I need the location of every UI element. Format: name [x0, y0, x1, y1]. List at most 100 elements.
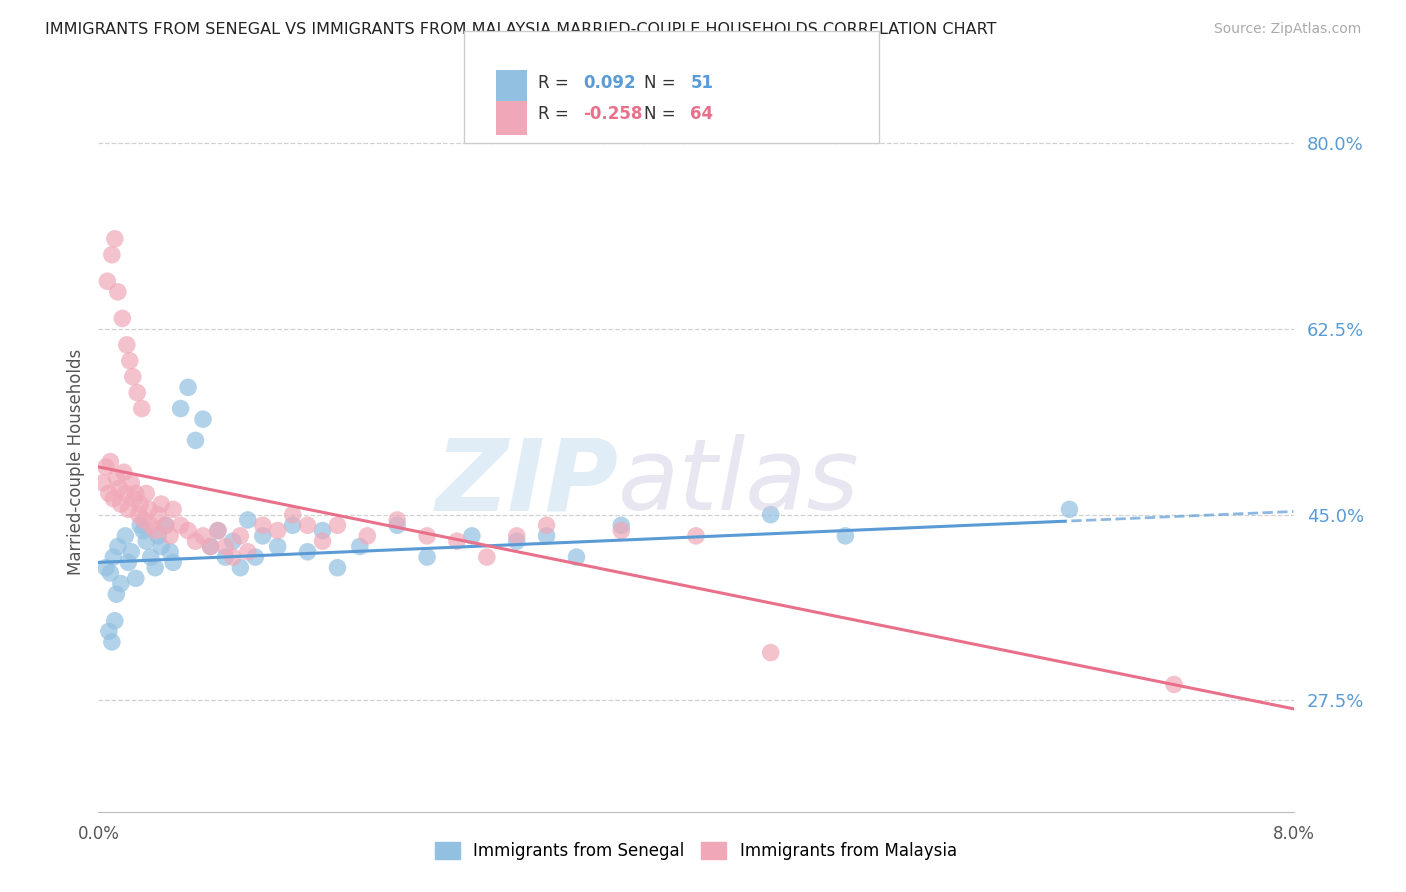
- Point: [297, 518, 319, 533]
- Point: [536, 518, 558, 533]
- Point: [124, 491, 146, 506]
- Point: [191, 412, 214, 426]
- Point: [107, 540, 129, 554]
- Point: [110, 497, 132, 511]
- Point: [222, 534, 245, 549]
- Point: [143, 524, 166, 538]
- Point: [506, 529, 529, 543]
- Point: [128, 508, 150, 522]
- Point: [104, 614, 127, 628]
- Point: [311, 534, 333, 549]
- Point: [150, 497, 173, 511]
- Point: [104, 232, 127, 246]
- Text: N =: N =: [644, 105, 681, 123]
- Point: [101, 248, 124, 262]
- Point: [139, 550, 162, 565]
- Point: [94, 459, 117, 474]
- Text: Source: ZipAtlas.com: Source: ZipAtlas.com: [1213, 22, 1361, 37]
- Point: [236, 513, 259, 527]
- Point: [98, 566, 122, 580]
- Point: [132, 513, 155, 527]
- Point: [103, 550, 125, 565]
- Point: [416, 550, 439, 565]
- Point: [162, 502, 184, 516]
- Point: [311, 524, 333, 538]
- Text: N =: N =: [644, 74, 681, 92]
- Point: [97, 624, 120, 639]
- Point: [125, 486, 148, 500]
- Point: [120, 545, 142, 559]
- Point: [135, 486, 157, 500]
- Point: [177, 380, 200, 394]
- Point: [114, 529, 136, 543]
- Point: [97, 486, 120, 500]
- Point: [184, 434, 207, 448]
- Point: [129, 518, 152, 533]
- Point: [326, 560, 349, 574]
- Point: [229, 529, 252, 543]
- Text: 51: 51: [690, 74, 713, 92]
- Point: [111, 311, 134, 326]
- Point: [297, 545, 319, 559]
- Point: [191, 529, 214, 543]
- Point: [506, 534, 529, 549]
- Point: [281, 508, 304, 522]
- Point: [326, 518, 349, 533]
- Point: [1163, 677, 1185, 691]
- Point: [610, 524, 633, 538]
- Text: -0.258: -0.258: [583, 105, 643, 123]
- Point: [112, 465, 135, 479]
- Point: [127, 385, 149, 400]
- Point: [184, 534, 207, 549]
- Point: [169, 518, 191, 533]
- Point: [155, 518, 177, 533]
- Point: [222, 550, 245, 565]
- Point: [200, 540, 222, 554]
- Text: R =: R =: [538, 105, 575, 123]
- Point: [416, 529, 439, 543]
- Point: [536, 529, 558, 543]
- Point: [98, 455, 122, 469]
- Point: [162, 555, 184, 569]
- Point: [565, 550, 588, 565]
- Point: [107, 285, 129, 299]
- Point: [120, 475, 142, 490]
- Point: [117, 555, 139, 569]
- Text: IMMIGRANTS FROM SENEGAL VS IMMIGRANTS FROM MALAYSIA MARRIED-COUPLE HOUSEHOLDS CO: IMMIGRANTS FROM SENEGAL VS IMMIGRANTS FR…: [45, 22, 997, 37]
- Point: [103, 491, 125, 506]
- Point: [117, 502, 139, 516]
- Text: ZIP: ZIP: [436, 434, 619, 531]
- Point: [252, 529, 274, 543]
- Point: [118, 354, 141, 368]
- Point: [105, 587, 128, 601]
- Point: [121, 369, 143, 384]
- Point: [132, 524, 155, 538]
- Point: [229, 560, 252, 574]
- Point: [236, 545, 259, 559]
- Point: [159, 529, 181, 543]
- Point: [610, 518, 633, 533]
- Point: [834, 529, 856, 543]
- Point: [169, 401, 191, 416]
- Text: 0.092: 0.092: [583, 74, 636, 92]
- Point: [138, 502, 160, 516]
- Point: [143, 560, 166, 574]
- Point: [385, 518, 409, 533]
- Point: [214, 550, 236, 565]
- Legend: Immigrants from Senegal, Immigrants from Malaysia: Immigrants from Senegal, Immigrants from…: [429, 835, 963, 866]
- Point: [94, 560, 117, 574]
- Point: [115, 338, 138, 352]
- Point: [200, 540, 222, 554]
- Point: [148, 529, 170, 543]
- Point: [281, 518, 304, 533]
- Point: [685, 529, 707, 543]
- Point: [150, 540, 173, 554]
- Point: [177, 524, 200, 538]
- Point: [356, 529, 378, 543]
- Point: [1059, 502, 1081, 516]
- Point: [446, 534, 468, 549]
- Point: [252, 518, 274, 533]
- Point: [96, 274, 118, 288]
- Point: [267, 540, 290, 554]
- Point: [131, 401, 153, 416]
